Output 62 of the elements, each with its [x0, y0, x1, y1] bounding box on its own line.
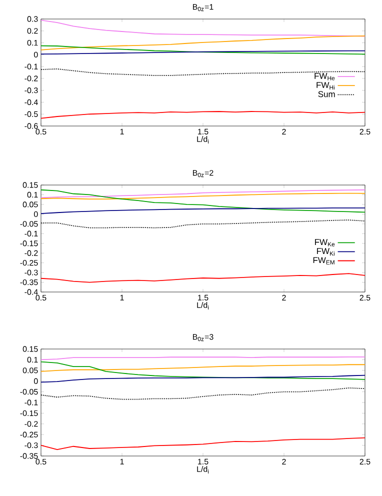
- chart-title: B$_{0z}$=2: [193, 170, 214, 178]
- y-tick-label: -0.4: [24, 99, 38, 106]
- y-tick-label: 0.3: [27, 16, 38, 22]
- y-tick-label: 0.15: [22, 182, 38, 188]
- x-tick-label: 1.5: [198, 458, 208, 464]
- y-tick-label: 0.1: [27, 356, 38, 363]
- y-tick-label: -0.15: [20, 240, 38, 246]
- x-tick-label: 0.5: [36, 294, 46, 301]
- y-tick-label: 0.2: [27, 28, 38, 34]
- y-tick-label: -0.35: [20, 279, 38, 286]
- y-tick-label: 0.1: [27, 40, 38, 46]
- y-tick-label: -0.4: [24, 289, 38, 295]
- x-axis-title: L/d$_{i}$: [197, 136, 209, 144]
- line-series: [41, 111, 365, 119]
- chart-title: B$_{0z}$=3: [193, 334, 214, 342]
- y-tick-label: -0.05: [20, 388, 38, 395]
- x-tick-label: 2.5: [360, 128, 370, 135]
- y-tick-label: -0.1: [24, 400, 38, 406]
- chart-title: B$_{0z}$=1: [193, 4, 214, 12]
- y-tick-label: 0: [34, 378, 38, 384]
- y-tick-label: -0.3: [24, 442, 38, 448]
- y-tick-label: -0.1: [24, 230, 38, 236]
- y-tick-label: 0: [34, 52, 38, 58]
- y-tick-label: -0.2: [24, 76, 38, 82]
- x-tick-label: 2: [282, 294, 286, 300]
- x-tick-label: 0.5: [36, 458, 46, 465]
- y-tick-label: -0.35: [20, 453, 38, 459]
- y-tick-label: -0.25: [20, 260, 38, 266]
- x-tick-label: 1: [120, 128, 124, 134]
- y-tick-label: 0.05: [22, 368, 38, 374]
- x-tick-label: 2.5: [360, 458, 370, 465]
- y-tick-label: -0.1: [24, 64, 38, 70]
- x-tick-label: 2.5: [360, 294, 370, 301]
- legend-label: FW$_{Hi}$: [316, 82, 334, 90]
- y-tick-label: -0.5: [24, 111, 38, 117]
- y-tick-label: -0.2: [24, 421, 38, 427]
- y-tick-label: -0.25: [20, 432, 38, 438]
- y-tick-label: -0.2: [24, 250, 38, 256]
- y-tick-label: -0.3: [24, 88, 38, 94]
- y-tick-label: -0.05: [20, 221, 38, 227]
- y-tick-label: 0: [34, 211, 38, 218]
- legend-label: FW$_{Ke}$: [315, 239, 335, 246]
- legend-label: FW$_{He}$: [314, 73, 335, 80]
- y-tick-label: -0.3: [24, 270, 38, 276]
- legend-label: Sum: [318, 91, 335, 98]
- x-tick-label: 1.5: [198, 128, 208, 134]
- y-tick-label: -0.6: [24, 123, 38, 129]
- legend-label: FW$_{EM}$: [313, 257, 334, 264]
- y-tick-label: -0.15: [20, 410, 38, 416]
- legend-label: FW$_{Ki}$: [317, 248, 334, 256]
- y-tick-label: 0.15: [22, 346, 38, 352]
- x-tick-label: 2: [282, 458, 286, 464]
- x-tick-label: 1: [120, 458, 124, 464]
- x-axis-title: L/d$_{i}$: [197, 302, 209, 310]
- line-series: [41, 273, 365, 283]
- x-axis-title: L/d$_{i}$: [197, 466, 209, 474]
- x-tick-label: 1.5: [198, 294, 208, 300]
- y-tick-label: 0.1: [27, 192, 38, 198]
- x-tick-label: 2: [282, 128, 286, 134]
- x-tick-label: 1: [120, 294, 124, 300]
- x-tick-label: 0.5: [36, 128, 46, 135]
- y-tick-label: 0.05: [22, 202, 38, 208]
